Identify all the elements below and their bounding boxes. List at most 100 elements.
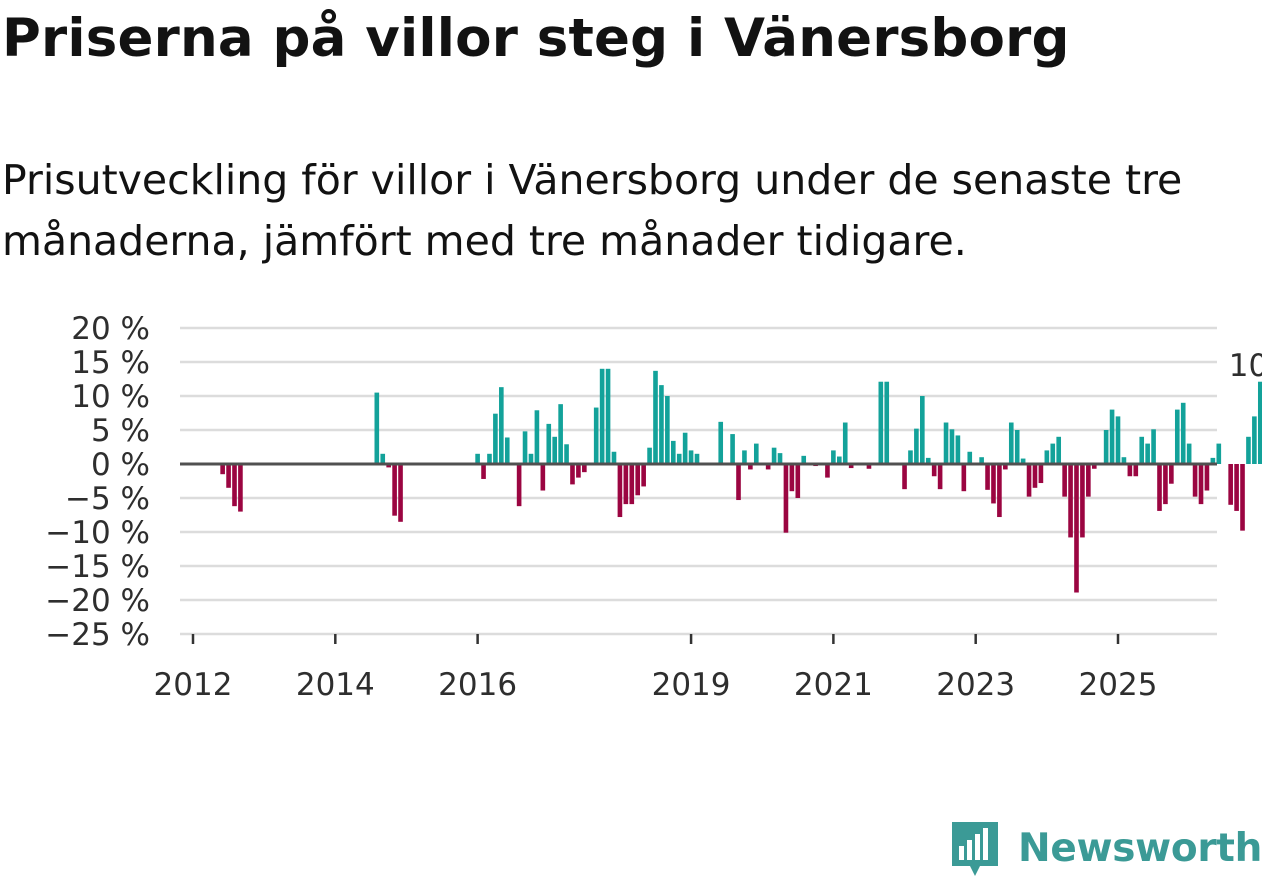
bar-positive [842, 422, 848, 464]
bar-positive [1103, 430, 1109, 464]
bar-negative [765, 464, 771, 470]
bar-negative [629, 464, 635, 505]
bar-negative [748, 464, 753, 470]
bar-positive [374, 392, 380, 464]
bar-positive [546, 423, 552, 464]
bar-negative [1157, 464, 1162, 511]
newsworthy-wordmark: Newsworthy [1018, 825, 1262, 871]
bar-positive [487, 453, 492, 464]
bar-negative [617, 464, 623, 518]
bar-positive [694, 453, 700, 464]
bar-negative [991, 464, 996, 504]
bar-positive [979, 457, 984, 464]
bar-negative [582, 464, 587, 473]
bar-positive [647, 447, 652, 464]
bar-positive [670, 440, 676, 464]
bar-negative [1198, 464, 1204, 505]
bar-negative [902, 464, 907, 490]
bar-negative [1240, 464, 1245, 531]
bar-positive [688, 450, 694, 464]
x-tick-label: 2023 [936, 667, 1015, 700]
y-tick-label: −15 % [45, 549, 150, 585]
bar-positive [1257, 381, 1262, 464]
bar-positive [599, 368, 605, 464]
bar-negative [931, 464, 937, 477]
bar-negative [866, 464, 872, 469]
bar-negative [540, 464, 546, 491]
x-tick-label: 2021 [794, 667, 873, 700]
bar-negative [386, 464, 391, 468]
bar-negative [1026, 464, 1032, 497]
bar-positive [837, 456, 842, 464]
bar-negative [516, 464, 522, 507]
bar-positive [1109, 409, 1115, 464]
bar-negative [1133, 464, 1139, 477]
bar-positive [943, 422, 949, 464]
bar-positive [771, 447, 777, 464]
bar-negative [238, 464, 243, 512]
bar-chart: 20 %15 %10 %5 %0 %−5 %−10 %−15 %−20 %−25… [45, 311, 1262, 700]
bar-positive [676, 453, 682, 464]
bar-positive [522, 431, 528, 464]
bar-negative [1068, 464, 1073, 538]
bars [220, 368, 1262, 593]
bar-positive [949, 429, 955, 464]
bar-positive [475, 453, 480, 464]
bar-negative [1086, 464, 1091, 497]
y-tick-label: 20 % [71, 311, 150, 347]
y-tick-label: −20 % [45, 583, 150, 619]
y-tick-label: −25 % [45, 617, 150, 653]
bar-negative [1228, 464, 1233, 505]
bar-negative [1080, 464, 1085, 538]
bar-positive [730, 434, 735, 464]
bar-positive [831, 450, 836, 464]
bar-positive [1121, 457, 1127, 464]
bar-negative [398, 464, 403, 522]
x-tick-label: 2025 [1079, 667, 1158, 700]
bar-positive [564, 444, 569, 464]
bar-negative [1127, 464, 1133, 477]
chart-title: Priserna på villor steg i Vänersborg [2, 8, 1070, 69]
bar-negative [848, 464, 854, 469]
newsworthy-logo-icon [952, 822, 998, 876]
axes [180, 462, 1217, 644]
bar-negative [985, 464, 990, 490]
bar-positive [665, 396, 670, 464]
bar-positive [605, 368, 611, 464]
gridlines [180, 326, 1217, 636]
bar-positive [1008, 422, 1014, 464]
bar-positive [884, 381, 890, 464]
bar-negative [1038, 464, 1044, 484]
bar-positive [682, 432, 688, 464]
bar-positive [753, 443, 759, 464]
y-tick-label: 15 % [71, 345, 150, 381]
bar-positive [552, 436, 558, 464]
bar-positive [611, 451, 617, 464]
bar-positive [1216, 443, 1222, 464]
bar-negative [481, 464, 486, 479]
bar-positive [1246, 436, 1251, 464]
bar-negative [1234, 464, 1239, 511]
bar-positive [878, 381, 884, 464]
bar-positive [1174, 409, 1180, 464]
x-tick-label: 2016 [438, 667, 517, 700]
bar-negative [783, 464, 789, 533]
bar-positive [1014, 430, 1020, 464]
bar-positive [659, 385, 664, 464]
bar-positive [742, 450, 747, 464]
bar-positive [504, 437, 510, 464]
bar-positive [1139, 436, 1145, 464]
bar-negative [1169, 464, 1174, 484]
bar-negative [736, 464, 741, 501]
y-tick-label: 5 % [91, 413, 150, 449]
bar-negative [623, 464, 629, 505]
bar-positive [908, 450, 913, 464]
y-tick-label: −5 % [65, 481, 150, 517]
bar-positive [1145, 443, 1150, 464]
bar-negative [1204, 464, 1210, 491]
bar-positive [1252, 416, 1257, 464]
bar-negative [1062, 464, 1067, 497]
bar-positive [920, 396, 925, 464]
bar-positive [653, 370, 658, 464]
bar-positive [1151, 429, 1156, 464]
